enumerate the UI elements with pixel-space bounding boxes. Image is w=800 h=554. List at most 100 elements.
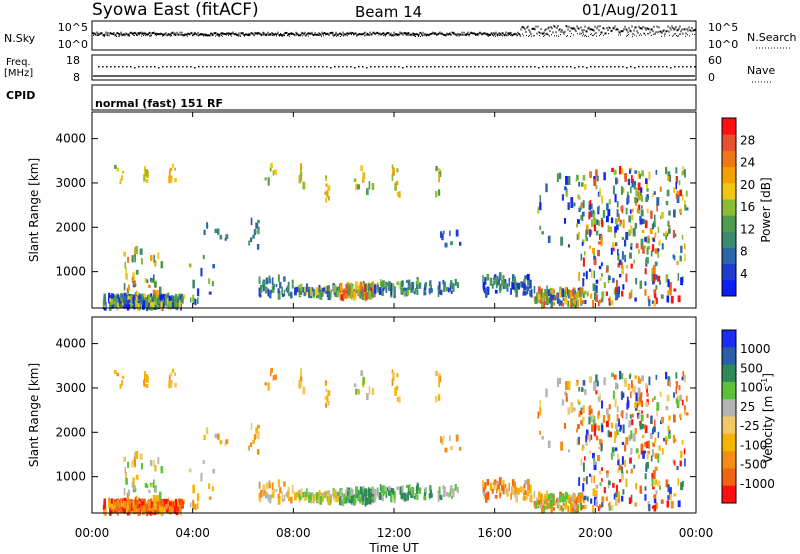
power-cell (442, 285, 446, 292)
velocity-cell (168, 380, 171, 389)
freq-sample (314, 66, 316, 68)
power-cell (336, 290, 340, 297)
power-cell (449, 230, 451, 236)
velocity-cell (287, 486, 290, 491)
power-cell (269, 167, 272, 172)
velocity-cell (387, 488, 391, 496)
power-cell (440, 231, 443, 238)
y-tick-label: 1000 (55, 265, 86, 279)
power-cell (277, 288, 280, 294)
power-cell (162, 293, 166, 302)
velocity-cell (288, 497, 291, 502)
noise-search-sample (475, 34, 476, 36)
power-cell (581, 242, 584, 246)
power-cell (659, 186, 662, 192)
noise-search-sample (385, 35, 386, 37)
velocity-cell (619, 427, 622, 432)
power-cell (520, 281, 523, 288)
power-cell (569, 292, 572, 299)
power-cell (300, 171, 303, 177)
power-cell (573, 289, 577, 295)
velocity-cell (638, 454, 640, 459)
freq-sample (346, 66, 348, 68)
velocity-cell (564, 391, 567, 396)
freq-sample (458, 66, 460, 68)
noise-search-sample (551, 34, 552, 36)
freq-trace (93, 66, 696, 77)
velocity-cell (513, 481, 517, 488)
velocity-cell (560, 505, 563, 511)
velocity-cell (567, 449, 570, 453)
noise-search-sample (184, 35, 185, 37)
noise-search-sample (687, 34, 688, 36)
power-cell (637, 207, 639, 214)
velocity-cell (493, 485, 496, 491)
noise-search-sample (522, 33, 523, 35)
noise-right-label: N.Search (747, 31, 797, 44)
freq-sample (606, 66, 608, 68)
velocity-cell (354, 494, 357, 501)
velocity-cell (283, 481, 286, 487)
velocity-cell (120, 502, 124, 507)
velocity-cell (382, 485, 385, 494)
velocity-cell (390, 492, 393, 501)
velocity-cell (455, 434, 459, 442)
velocity-cell (634, 427, 637, 434)
velocity-cell (167, 508, 170, 515)
velocity-cell (181, 501, 184, 509)
power-cell (120, 293, 123, 301)
velocity-cell (585, 429, 589, 437)
freq-sample (246, 66, 248, 68)
velocity-cell (219, 439, 223, 445)
velocity-cell (651, 505, 654, 509)
velocity-cell (640, 392, 643, 398)
power-cell (581, 299, 585, 304)
power-cell (279, 281, 282, 289)
velocity-cell (527, 484, 530, 491)
velocity-cell (598, 446, 601, 450)
velocity-cell (224, 442, 227, 446)
velocity-cell (445, 491, 449, 497)
power-cell (390, 287, 393, 296)
velocity-cell (416, 483, 420, 490)
velocity-cell (621, 456, 624, 465)
velocity-cell (452, 488, 455, 497)
velocity-cell (593, 383, 597, 391)
velocity-cell (557, 504, 560, 508)
velocity-cell (508, 482, 511, 492)
velocity-cell (403, 496, 406, 502)
velocity-cell (162, 498, 166, 507)
velocity-cell (595, 435, 599, 441)
power-cell (635, 277, 638, 285)
power-cell (489, 277, 493, 286)
power-cell (593, 218, 597, 226)
power-cell (287, 281, 290, 286)
power-cell (560, 236, 564, 246)
velocity-cell (630, 451, 633, 455)
velocity-cell (493, 481, 496, 486)
power-cell (486, 273, 490, 281)
velocity-cell (399, 486, 402, 495)
velocity-cell (428, 493, 432, 498)
power-cell (123, 299, 126, 309)
velocity-cell (630, 494, 633, 503)
power-cell (379, 279, 382, 287)
velocity-cell (172, 502, 174, 511)
velocity-cell (653, 494, 657, 500)
noise-search-sample (418, 35, 419, 37)
beam-title: Beam 14 (355, 3, 422, 21)
power-cell (140, 300, 143, 305)
power-cell (148, 302, 151, 307)
velocity-cell (659, 391, 662, 397)
power-cell (327, 285, 330, 290)
power-cell (125, 266, 127, 275)
power-cell (582, 278, 585, 287)
freq-sample (214, 66, 216, 68)
freq-sample (474, 66, 476, 68)
power-cell (582, 200, 585, 209)
power-cell (630, 246, 633, 250)
velocity-cell (643, 424, 646, 429)
power-cell (125, 295, 129, 305)
noise-search-sample (560, 34, 561, 36)
velocity-cell (601, 478, 603, 482)
